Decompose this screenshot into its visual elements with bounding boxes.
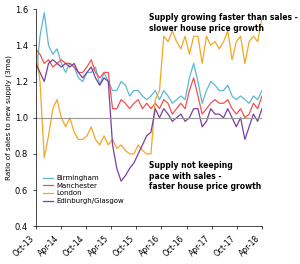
Legend: Birmingham, Manchester, London, Edinburgh/Glasgow: Birmingham, Manchester, London, Edinburg… (41, 173, 125, 206)
Manchester (166, 102, 170, 105)
Line: Edinburgh/Glasgow: Edinburgh/Glasgow (36, 60, 262, 181)
Birmingham (196, 80, 200, 83)
Birmingham (162, 89, 166, 92)
London (124, 149, 127, 152)
Birmingham (260, 89, 264, 92)
London (34, 44, 38, 47)
Manchester (119, 98, 123, 101)
Edinburgh/Glasgow (119, 180, 123, 183)
London (43, 156, 46, 159)
London (170, 29, 174, 32)
Birmingham (34, 80, 38, 83)
London (162, 35, 166, 38)
Manchester (243, 116, 247, 119)
Manchester (34, 47, 38, 50)
Birmingham (175, 98, 178, 101)
Manchester (72, 65, 76, 69)
London (76, 138, 80, 141)
Edinburgh/Glasgow (34, 62, 38, 65)
Manchester (158, 107, 161, 110)
London (260, 17, 264, 20)
Edinburgh/Glasgow (260, 107, 264, 110)
Edinburgh/Glasgow (51, 58, 55, 61)
Edinburgh/Glasgow (196, 107, 200, 110)
Line: Birmingham: Birmingham (36, 13, 262, 103)
Birmingham (43, 11, 46, 14)
Edinburgh/Glasgow (76, 71, 80, 74)
Manchester (260, 95, 264, 98)
Manchester (188, 89, 191, 92)
Edinburgh/Glasgow (128, 167, 131, 170)
Edinburgh/Glasgow (179, 112, 183, 116)
Birmingham (179, 95, 183, 98)
Birmingham (170, 102, 174, 105)
Line: Manchester: Manchester (36, 49, 262, 118)
Edinburgh/Glasgow (166, 112, 170, 116)
London (192, 35, 196, 38)
Text: Supply growing faster than sales -
slower house price growth: Supply growing faster than sales - slowe… (149, 13, 298, 33)
Manchester (170, 112, 174, 116)
Birmingham (124, 83, 127, 87)
London (175, 40, 178, 43)
Line: London: London (36, 18, 262, 158)
Edinburgh/Glasgow (175, 116, 178, 119)
Text: Supply not keeping
pace with sales -
faster house price growth: Supply not keeping pace with sales - fas… (149, 161, 261, 191)
Birmingham (76, 76, 80, 79)
Y-axis label: Ratio of sales to new supply (3ma): Ratio of sales to new supply (3ma) (6, 55, 12, 180)
